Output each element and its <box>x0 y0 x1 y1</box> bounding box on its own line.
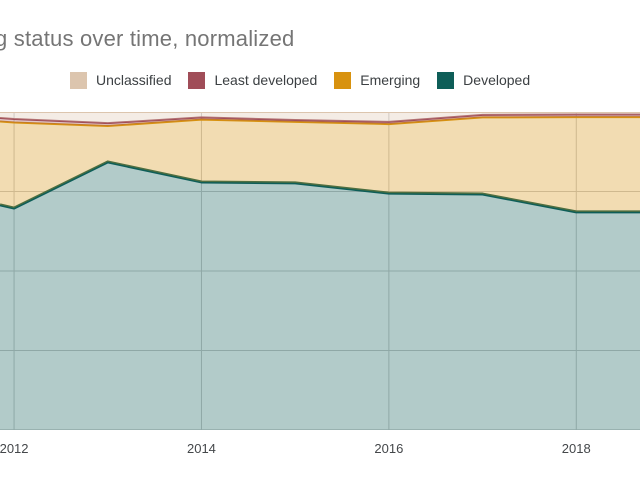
chart-title: g status over time, normalized <box>0 26 295 51</box>
unclassified-swatch-icon <box>70 72 87 89</box>
legend-item-developed: Developed <box>437 72 530 89</box>
legend: Unclassified Least developed Emerging De… <box>70 72 530 89</box>
legend-item-unclassified: Unclassified <box>70 72 171 89</box>
least-developed-swatch-icon <box>188 72 206 89</box>
legend-label: Least developed <box>214 72 318 88</box>
developed-swatch-icon <box>437 72 455 89</box>
x-tick-label-2014: 2014 <box>186 441 216 456</box>
emerging-swatch-icon <box>334 72 352 89</box>
x-tick-label-2012: 2012 <box>0 441 29 456</box>
legend-label: Unclassified <box>96 72 172 88</box>
x-tick-label-2018: 2018 <box>561 441 591 456</box>
x-tick-label-2016: 2016 <box>374 441 404 456</box>
legend-item-least-developed: Least developed <box>188 72 317 89</box>
stacked-area-chart <box>0 112 640 430</box>
x-axis: 2012 2014 2016 2018 <box>0 441 640 461</box>
legend-label: Emerging <box>360 72 421 88</box>
legend-label: Developed <box>463 72 531 88</box>
legend-item-emerging: Emerging <box>334 72 420 89</box>
